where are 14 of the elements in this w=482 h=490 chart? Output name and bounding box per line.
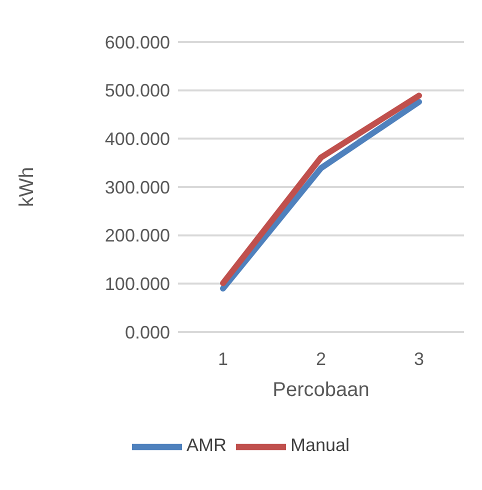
- legend-label: AMR: [186, 435, 226, 456]
- y-tick-label: 600.000: [104, 32, 170, 52]
- y-tick-label: 500.000: [104, 80, 170, 101]
- y-tick-label: 400.000: [104, 129, 170, 150]
- y-tick-label: 300.000: [104, 177, 170, 198]
- y-tick-label: 0.000: [124, 322, 170, 342]
- x-tick-label: 3: [414, 348, 424, 369]
- y-tick-label: 200.000: [104, 226, 170, 246]
- x-tick-label: 1: [218, 348, 228, 369]
- legend-label: Manual: [290, 435, 350, 456]
- y-tick-label: 100.000: [104, 274, 170, 294]
- y-axis-title: kWh: [16, 167, 38, 207]
- x-tick-label: 2: [316, 348, 326, 369]
- x-axis-title: Percobaan: [272, 379, 370, 402]
